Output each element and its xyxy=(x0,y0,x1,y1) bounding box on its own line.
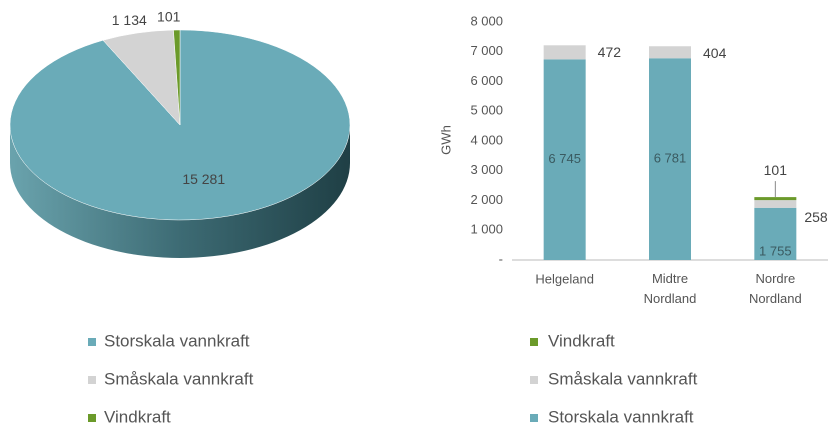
pie-slice xyxy=(173,29,181,126)
legend-swatch xyxy=(530,414,538,422)
legend-swatch xyxy=(530,338,538,346)
bar-segment xyxy=(754,207,797,260)
pie-label: 1 134 xyxy=(112,12,147,28)
y-tick-label: 1 000 xyxy=(470,222,503,237)
legend-swatch xyxy=(530,376,538,384)
bar-label: 6 745 xyxy=(548,151,581,166)
bar-label: 258 xyxy=(804,209,828,225)
y-tick-label: 8 000 xyxy=(470,13,503,28)
pie-label: 101 xyxy=(157,9,181,25)
bar-segment xyxy=(649,46,691,59)
bar-label: 404 xyxy=(703,45,727,61)
bar-segment xyxy=(649,58,691,260)
y-axis-label: GWh xyxy=(438,125,453,155)
bar-label: 101 xyxy=(764,162,788,178)
pie-side xyxy=(10,125,350,258)
y-tick-label: 3 000 xyxy=(470,162,503,177)
legend-swatch xyxy=(88,414,96,422)
bar-label: 472 xyxy=(598,44,622,60)
legend-label: Småskala vannkraft xyxy=(548,369,698,388)
y-tick-label: - xyxy=(499,251,503,266)
y-tick-label: 6 000 xyxy=(470,73,503,88)
legend-swatch xyxy=(88,338,96,346)
bar-label: 1 755 xyxy=(759,243,792,258)
y-tick-label: 7 000 xyxy=(470,43,503,58)
bar-segment xyxy=(754,200,797,208)
legend-label: Storskala vannkraft xyxy=(104,331,250,350)
legend-label: Småskala vannkraft xyxy=(104,369,254,388)
bar-label: 6 781 xyxy=(654,151,687,166)
y-tick-label: 4 000 xyxy=(470,132,503,147)
x-tick-label: Midtre Nordland xyxy=(644,271,697,306)
x-tick-label: Nordre Nordland xyxy=(749,271,802,306)
legend-swatch xyxy=(88,376,96,384)
bar-segment xyxy=(754,197,797,201)
y-tick-label: 2 000 xyxy=(470,192,503,207)
bar-segment xyxy=(543,45,586,60)
x-tick-label: Helgeland xyxy=(535,271,594,286)
legend-label: Vindkraft xyxy=(104,407,171,426)
pie-label: 15 281 xyxy=(182,171,225,187)
y-tick-label: 5 000 xyxy=(470,103,503,118)
legend-label: Storskala vannkraft xyxy=(548,407,694,426)
legend-label: Vindkraft xyxy=(548,331,615,350)
bar-segment xyxy=(543,59,586,261)
